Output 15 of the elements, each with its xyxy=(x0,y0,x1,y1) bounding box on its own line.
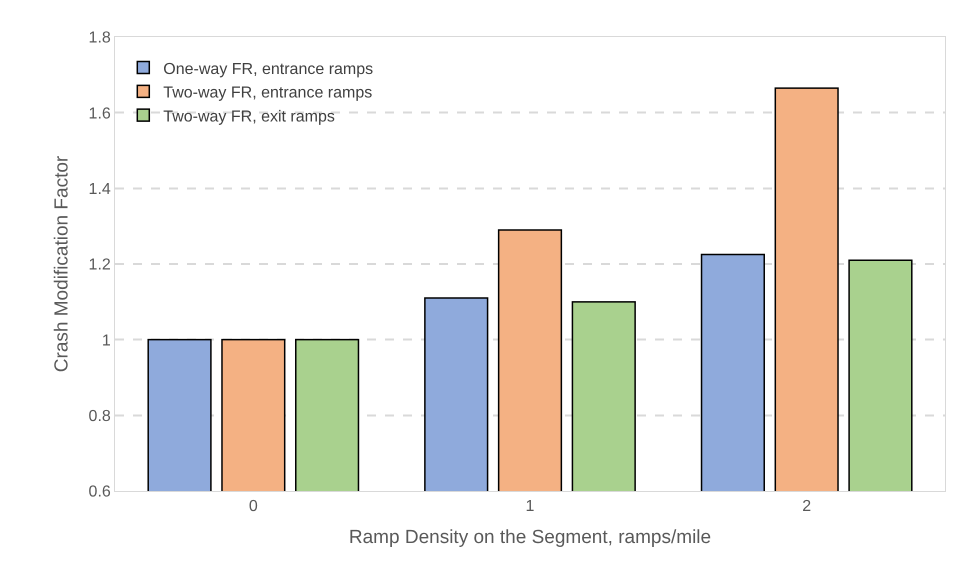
y-tick-label: 1.6 xyxy=(88,105,111,122)
legend-label: One-way FR, entrance ramps xyxy=(163,60,374,78)
y-tick-label: 1.4 xyxy=(88,180,111,198)
y-tick-label: 0.6 xyxy=(88,484,111,501)
y-tick-label: 1 xyxy=(102,332,111,350)
legend-label: Two-way FR, exit ramps xyxy=(163,108,335,126)
y-tick-label: 1.8 xyxy=(88,30,111,47)
legend-label: Two-way FR, entrance ramps xyxy=(163,84,372,102)
y-axis-title: Crash Modification Factor xyxy=(51,155,72,372)
y-tick-label: 0.8 xyxy=(88,408,111,425)
y-tick-label: 1.2 xyxy=(88,256,111,274)
x-axis-title: Ramp Density on the Segment, ramps/mile xyxy=(348,527,712,548)
x-tick-label: 1 xyxy=(526,498,535,516)
x-tick-label: 2 xyxy=(802,498,812,516)
x-tick-label: 0 xyxy=(248,498,258,516)
